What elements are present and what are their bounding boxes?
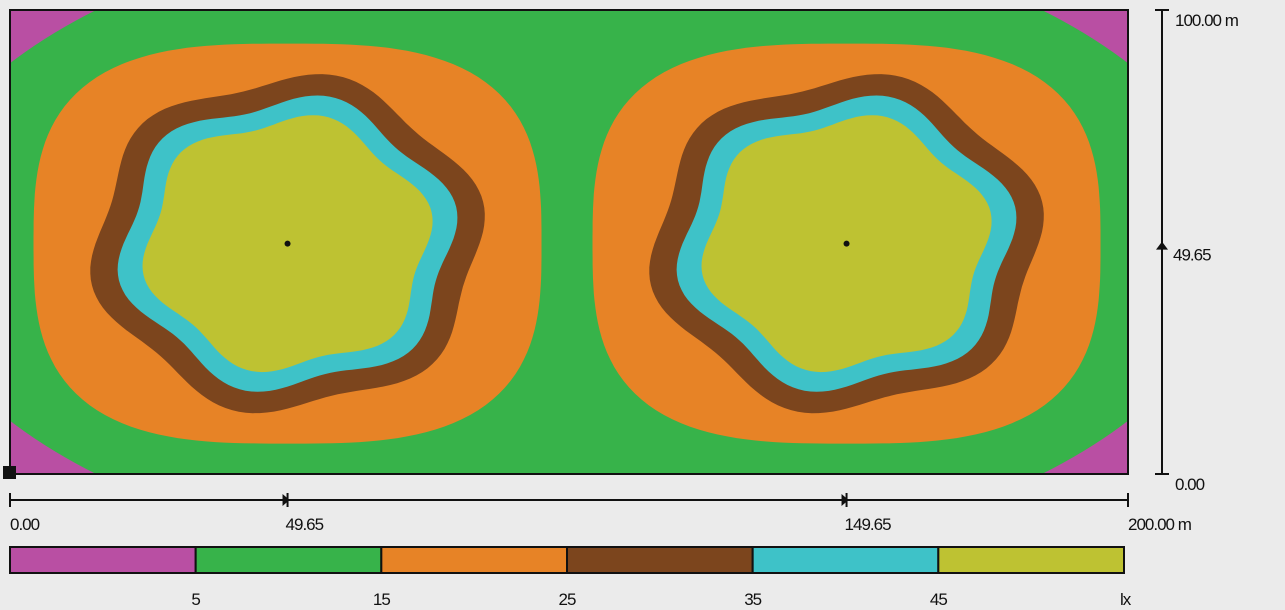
- legend: 5 15 25 35 45 lx: [9, 546, 1133, 609]
- x-axis-start-label: 0.00: [10, 515, 40, 534]
- legend-unit-label: lx: [1120, 590, 1132, 609]
- x-axis: 0.00 200.00 m 49.65 149.65: [9, 493, 1193, 534]
- x-axis-marker-1: [282, 494, 290, 506]
- area-border: [9, 9, 1129, 475]
- y-axis-start-label: 0.00: [1175, 475, 1205, 494]
- source-point-1: [284, 240, 291, 247]
- contour-area: [3, 9, 1129, 479]
- x-axis-marker-label-1: 49.65: [286, 515, 324, 534]
- legend-threshold-label-1: 5: [191, 590, 200, 609]
- legend-threshold-label-3: 25: [559, 590, 576, 609]
- legend-threshold-label-5: 45: [930, 590, 947, 609]
- source-point-2: [843, 240, 850, 247]
- y-axis: 100.00 m 0.00 49.65: [1155, 9, 1240, 494]
- x-axis-marker-2: [841, 494, 849, 506]
- y-axis-marker-1: [1156, 241, 1168, 250]
- legend-swatch-1: [9, 546, 197, 574]
- legend-threshold-label-2: 15: [373, 590, 390, 609]
- legend-swatch-3: [380, 546, 569, 574]
- legend-swatch-4: [566, 546, 754, 574]
- legend-threshold-label-4: 35: [744, 590, 761, 609]
- x-axis-end-label: 200.00 m: [1128, 515, 1192, 534]
- legend-swatch-5: [751, 546, 940, 574]
- y-axis-marker-label-1: 49.65: [1173, 246, 1211, 265]
- x-axis-marker-label-2: 149.65: [845, 515, 892, 534]
- legend-swatch-6: [937, 546, 1125, 574]
- y-axis-end-label: 100.00 m: [1175, 11, 1239, 30]
- source-zones: [33, 43, 1101, 444]
- origin-marker: [3, 466, 16, 479]
- legend-swatch-2: [194, 546, 383, 574]
